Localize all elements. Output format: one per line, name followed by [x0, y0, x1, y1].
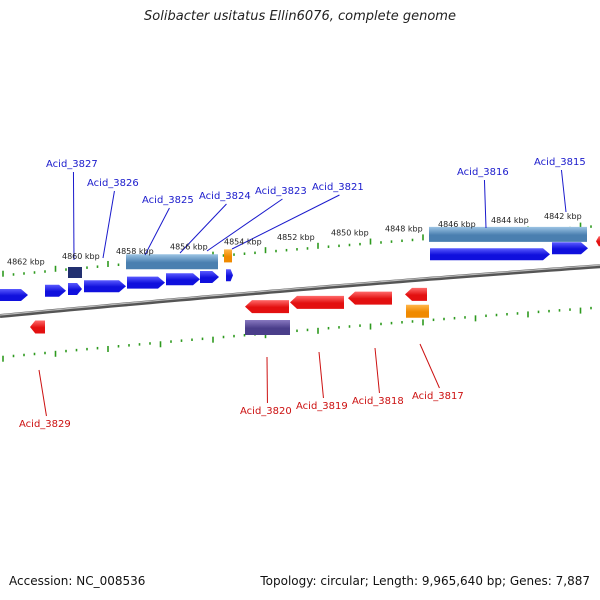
- forward-gene-label[interactable]: Acid_3826: [87, 178, 139, 189]
- forward-gene-label[interactable]: Acid_3824: [199, 191, 251, 202]
- leader-line: [374, 347, 380, 394]
- forward-cds-arrow: [0, 289, 28, 301]
- scale-label: 4852 kbp: [277, 233, 315, 242]
- accession-text: Accession: NC_008536: [9, 574, 146, 588]
- rna-feature: [406, 304, 429, 318]
- forward-cds-arrow: [84, 280, 126, 293]
- leader-line: [419, 343, 440, 389]
- scale-label: 4846 kbp: [438, 220, 476, 229]
- scale-label: 4844 kbp: [491, 216, 529, 225]
- scale-label: 4858 kbp: [116, 247, 154, 256]
- reverse-gene-label[interactable]: Acid_3818: [352, 396, 404, 407]
- scale-label: 4860 kbp: [62, 252, 100, 261]
- scale-label: 4854 kbp: [224, 238, 262, 247]
- forward-small-bar: [68, 267, 82, 278]
- forward-cds-arrow: [68, 283, 82, 295]
- genome-summary-text: Topology: circular; Length: 9,965,640 bp…: [260, 574, 590, 588]
- leader-line: [318, 351, 324, 399]
- leader-line: [38, 369, 47, 417]
- forward-gene-label[interactable]: Acid_3825: [142, 195, 194, 206]
- leader-line: [560, 169, 567, 213]
- forward-cds-arrow: [45, 284, 66, 297]
- scale-label: 4862 kbp: [7, 257, 45, 266]
- backbone-line: [0, 264, 600, 318]
- leader-line: [483, 179, 487, 229]
- scale-label: 4848 kbp: [385, 224, 423, 233]
- rna-feature: [224, 249, 232, 263]
- scale-labels: 4862 kbp 4860 kbp 4858 kbp 4856 kbp 4854 kbp…: [7, 212, 582, 266]
- leader-line: [72, 171, 75, 261]
- reverse-gene-label[interactable]: Acid_3817: [412, 391, 464, 402]
- scale-label: 4842 kbp: [544, 212, 582, 221]
- leader-line: [179, 203, 227, 254]
- forward-gene-label[interactable]: Acid_3827: [46, 159, 98, 170]
- label-leader-lines: [38, 169, 567, 417]
- forward-cds-arrow: [127, 276, 165, 289]
- forward-cds-arrow: [552, 242, 588, 255]
- reverse-gene-label[interactable]: Acid_3819: [296, 401, 348, 412]
- backbone-highlight: [0, 264, 600, 316]
- reverse-cds-arrow: [596, 236, 600, 247]
- reverse-cds-arrow: [348, 291, 392, 305]
- forward-cds-arrow: [226, 269, 233, 282]
- reverse-scale-ticks: [2, 306, 592, 362]
- reverse-cds-arrow: [245, 300, 289, 314]
- forward-cds-arrow: [166, 273, 200, 286]
- reverse-ortholog-bar: [245, 320, 290, 335]
- forward-ortholog-bar: [126, 254, 218, 270]
- reverse-cds-arrow: [290, 295, 344, 309]
- forward-gene-label[interactable]: Acid_3816: [457, 167, 509, 178]
- forward-gene-label[interactable]: Acid_3823: [255, 186, 307, 197]
- leader-line: [206, 198, 283, 252]
- forward-gene-label[interactable]: Acid_3821: [312, 182, 364, 193]
- leader-line: [102, 190, 115, 259]
- forward-gene-label[interactable]: Acid_3815: [534, 157, 586, 168]
- leader-line: [144, 207, 170, 256]
- reverse-cds-arrow: [30, 320, 45, 334]
- forward-cds-arrow: [430, 248, 550, 261]
- map-title: Solibacter usitatus Ellin6076, complete …: [144, 9, 456, 24]
- genome-backbone: [0, 264, 600, 318]
- reverse-cds-arrow: [405, 287, 427, 301]
- reverse-gene-label[interactable]: Acid_3820: [240, 406, 292, 417]
- scale-label: 4856 kbp: [170, 242, 208, 251]
- forward-ortholog-bar: [429, 226, 587, 242]
- reverse-gene-label[interactable]: Acid_3829: [19, 419, 71, 430]
- scale-label: 4850 kbp: [331, 229, 369, 238]
- forward-cds-arrow: [200, 271, 219, 283]
- leader-line: [231, 194, 340, 250]
- gene-features: [0, 226, 600, 335]
